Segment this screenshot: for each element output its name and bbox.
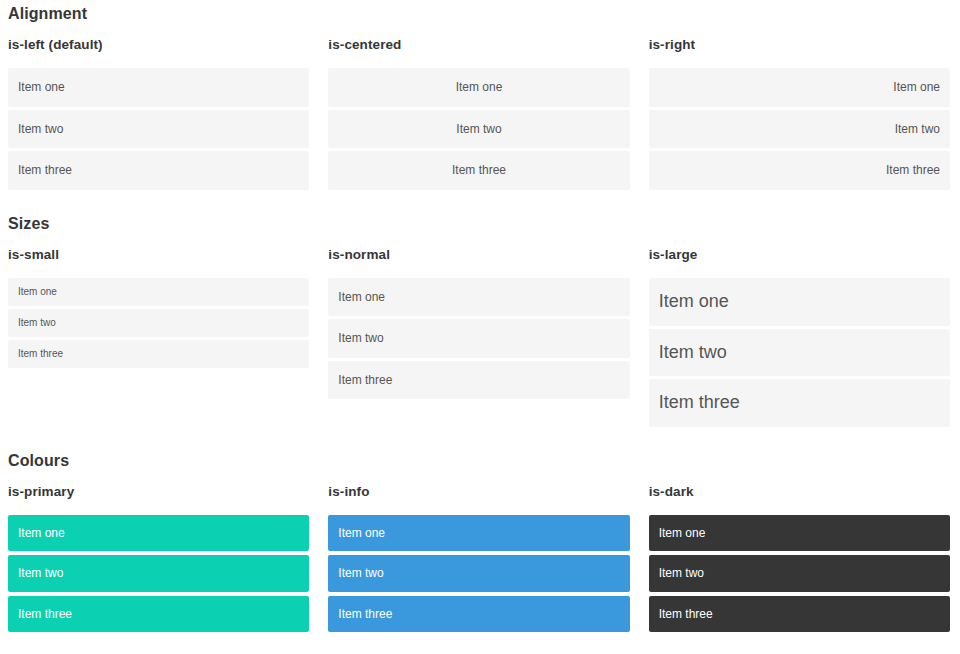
- variant-label: is-large: [649, 247, 950, 263]
- list-item[interactable]: Item one: [649, 278, 950, 326]
- list-item[interactable]: Item one: [328, 68, 629, 106]
- variant-grid: is-left (default)Item oneItem twoItem th…: [8, 37, 950, 192]
- list-item[interactable]: Item three: [328, 361, 629, 399]
- variant-grid: is-smallItem oneItem twoItem threeis-nor…: [8, 247, 950, 430]
- variant-is-normal: is-normal Item oneItem two Item three: [328, 247, 629, 402]
- list-item[interactable]: Item two: [8, 309, 309, 337]
- component-demo-page: Alignmentis-left (default)Item oneItem t…: [0, 0, 960, 636]
- list-item[interactable]: Item one: [8, 278, 309, 306]
- section-colours: Colours is-primary Item one Item two Item th…: [8, 451, 950, 637]
- list-item[interactable]: Item one: [328, 515, 629, 551]
- variant-is-info: is-info Item one Item two Item three: [328, 484, 629, 636]
- item-list: Item one Item two Item three: [649, 515, 950, 632]
- variant-label: is-dark: [649, 484, 950, 500]
- section-title: Sizes: [8, 214, 950, 233]
- variant-is-left-default: is-left (default) Item one Item twoItem th…: [8, 37, 309, 192]
- list-item[interactable]: Item two: [8, 110, 309, 148]
- variant-label: is-info: [328, 484, 629, 500]
- list-item[interactable]: Item two: [649, 110, 950, 148]
- list-item[interactable]: Item three: [8, 596, 309, 632]
- variant-is-primary: is-primary Item one Item two Item three: [8, 484, 309, 636]
- list-item[interactable]: Item three: [8, 151, 309, 189]
- variant-label: is-primary: [8, 484, 309, 500]
- variant-label: is-small: [8, 247, 309, 263]
- list-item[interactable]: Item two: [328, 555, 629, 591]
- list-item[interactable]: Item one: [649, 68, 950, 106]
- list-item[interactable]: Item one: [8, 68, 309, 106]
- section-sizes: Sizesis-smallItem oneItem twoItem threei…: [8, 214, 950, 430]
- list-item[interactable]: Item one: [8, 515, 309, 551]
- list-item[interactable]: Item three: [328, 596, 629, 632]
- list-item[interactable]: Item two: [328, 110, 629, 148]
- variant-is-right: is-right Item one Item twoItem three: [649, 37, 950, 192]
- list-item[interactable]: Item three: [8, 340, 309, 368]
- section-alignment: Alignment is-left (default) Item one Item t…: [8, 4, 950, 193]
- list-item[interactable]: Item two: [328, 319, 629, 357]
- list-item[interactable]: Item three: [649, 151, 950, 189]
- variant-is-large: is-large Item oneItem twoItem three: [649, 247, 950, 430]
- item-list: Item oneItem twoItem three: [649, 278, 950, 427]
- list-item[interactable]: Item three: [649, 379, 950, 427]
- list-item[interactable]: Item three: [328, 151, 629, 189]
- list-item[interactable]: Item two: [649, 329, 950, 377]
- item-list: Item one Item twoItem three: [328, 68, 629, 189]
- item-list: Item one Item two Item three: [8, 515, 309, 632]
- list-item[interactable]: Item two: [8, 555, 309, 591]
- section-title: Colours: [8, 451, 950, 470]
- list-item[interactable]: Item two: [649, 555, 950, 591]
- item-list: Item one Item two Item three: [328, 515, 629, 632]
- variant-label: is-left (default): [8, 37, 309, 53]
- list-item[interactable]: Item three: [649, 596, 950, 632]
- item-list: Item one Item two Item three: [8, 278, 309, 368]
- variant-is-dark: is-dark Item one Item two Item three: [649, 484, 950, 636]
- variant-label: is-normal: [328, 247, 629, 263]
- item-list: Item oneItem two Item three: [328, 278, 629, 399]
- list-item[interactable]: Item one: [649, 515, 950, 551]
- item-list: Item one Item twoItem three: [649, 68, 950, 189]
- variant-is-centered: is-centered Item one Item twoItem three: [328, 37, 629, 192]
- section-title: Alignment: [8, 4, 950, 23]
- variant-label: is-right: [649, 37, 950, 53]
- variant-label: is-centered: [328, 37, 629, 53]
- item-list: Item one Item twoItem three: [8, 68, 309, 189]
- variant-grid: is-primaryItem oneItem twoItem threeis-i…: [8, 484, 950, 636]
- list-item[interactable]: Item one: [328, 278, 629, 316]
- variant-is-small: is-small Item one Item two Item three: [8, 247, 309, 371]
